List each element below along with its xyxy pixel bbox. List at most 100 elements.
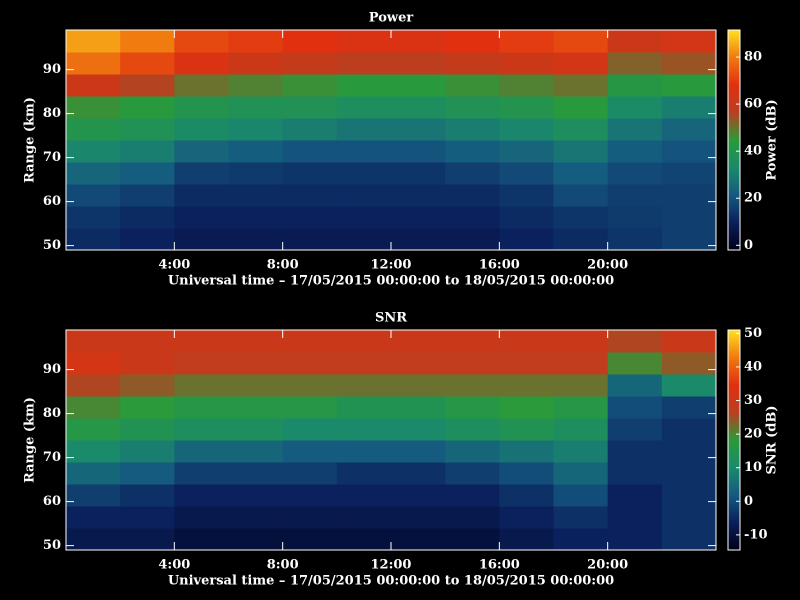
x-tick-label: 8:00 [267,558,299,573]
y-axis-label: Range (km) [23,97,38,183]
heatmap-cell [174,440,229,463]
heatmap-cell [553,184,609,207]
heatmap-cell [282,418,338,441]
heatmap-cell [282,30,338,53]
heatmap-cell [282,52,338,75]
heatmap-cell [174,506,229,529]
heatmap-cell [282,352,338,375]
heatmap-cell [120,330,175,353]
heatmap-cell [391,528,446,551]
heatmap-cell [445,206,500,229]
heatmap-cell [336,352,392,375]
heatmap-cell [228,374,284,397]
heatmap-cell [228,140,284,163]
heatmap-cell [120,228,175,251]
heatmap-cell [391,184,446,207]
heatmap-cell [661,462,717,485]
heatmap-cell [391,52,446,75]
heatmap-cell [391,418,446,441]
heatmap-cell [282,206,338,229]
heatmap-cell [174,330,229,353]
heatmap-cell [445,162,500,185]
heatmap-cell [228,118,284,141]
heatmap-cell [661,52,717,75]
colorbar-tick-label: 40 [744,359,762,374]
heatmap-cell [391,330,446,353]
heatmap-cell [66,140,121,163]
heatmap-cell [661,396,717,419]
colorbar-tick-label: 40 [744,144,762,159]
heatmap-cell [661,352,717,375]
heatmap-cell [607,74,663,97]
x-tick-label: 16:00 [479,258,520,273]
heatmap-cell [174,396,229,419]
heatmap-cell [607,484,663,507]
heatmap-cell [120,462,175,485]
heatmap-cell [499,440,554,463]
heatmap-cell [228,74,284,97]
heatmap-cell [391,484,446,507]
heatmap-cell [553,396,609,419]
heatmap-cell [661,30,717,53]
colorbar-tick-label: -10 [744,527,768,542]
x-axis-label: Universal time – 17/05/2015 00:00:00 to … [168,274,614,289]
heatmap-cell [228,228,284,251]
heatmap-cell [553,462,609,485]
heatmap-cell [120,528,175,551]
heatmap-cell [661,228,717,251]
heatmap-cell [228,162,284,185]
heatmap-cell [282,118,338,141]
heatmap-cell [336,140,392,163]
colorbar-tick-label: 0 [744,238,753,253]
heatmap-cell [228,506,284,529]
heatmap-cell [66,30,121,53]
heatmap-cell [445,330,500,353]
heatmap-cell [228,96,284,119]
heatmap-cell [174,374,229,397]
heatmap-cell [120,140,175,163]
heatmap-cell [228,352,284,375]
heatmap-cell [174,528,229,551]
heatmap-cell [120,440,175,463]
colorbar-label: SNR (dB) [765,406,780,475]
heatmap-cell [661,484,717,507]
heatmap-cell [228,396,284,419]
heatmap-cell [445,418,500,441]
heatmap-cell [282,162,338,185]
heatmap-cell [228,440,284,463]
heatmap-cell [661,118,717,141]
heatmap-cell [661,506,717,529]
heatmap-cell [553,52,609,75]
y-tick-label: 80 [43,106,61,121]
heatmap-cell [336,528,392,551]
heatmap-cell [174,118,229,141]
heatmap-cell [499,352,554,375]
heatmap-cell [607,118,663,141]
heatmap-cell [282,506,338,529]
heatmap-cell [391,74,446,97]
heatmap-cell [336,396,392,419]
heatmap-cell [553,74,609,97]
heatmap-cell [336,330,392,353]
heatmap-cell [607,184,663,207]
heatmap-cell [499,484,554,507]
heatmap-cell [336,374,392,397]
heatmap-cell [445,396,500,419]
heatmap-cell [391,462,446,485]
heatmap-cell [228,330,284,353]
heatmap-cell [120,118,175,141]
heatmap-cell [391,374,446,397]
heatmap-cell [553,418,609,441]
heatmap-cell [391,162,446,185]
heatmap-cell [607,418,663,441]
heatmap-cell [607,96,663,119]
heatmap-cell [445,506,500,529]
chart-title: Power [369,11,414,26]
colorbar [727,329,741,551]
heatmap-cell [174,418,229,441]
heatmap-cell [445,484,500,507]
heatmap-cell [336,162,392,185]
heatmap-cell [228,206,284,229]
heatmap-cell [499,118,554,141]
heatmap-cell [336,418,392,441]
